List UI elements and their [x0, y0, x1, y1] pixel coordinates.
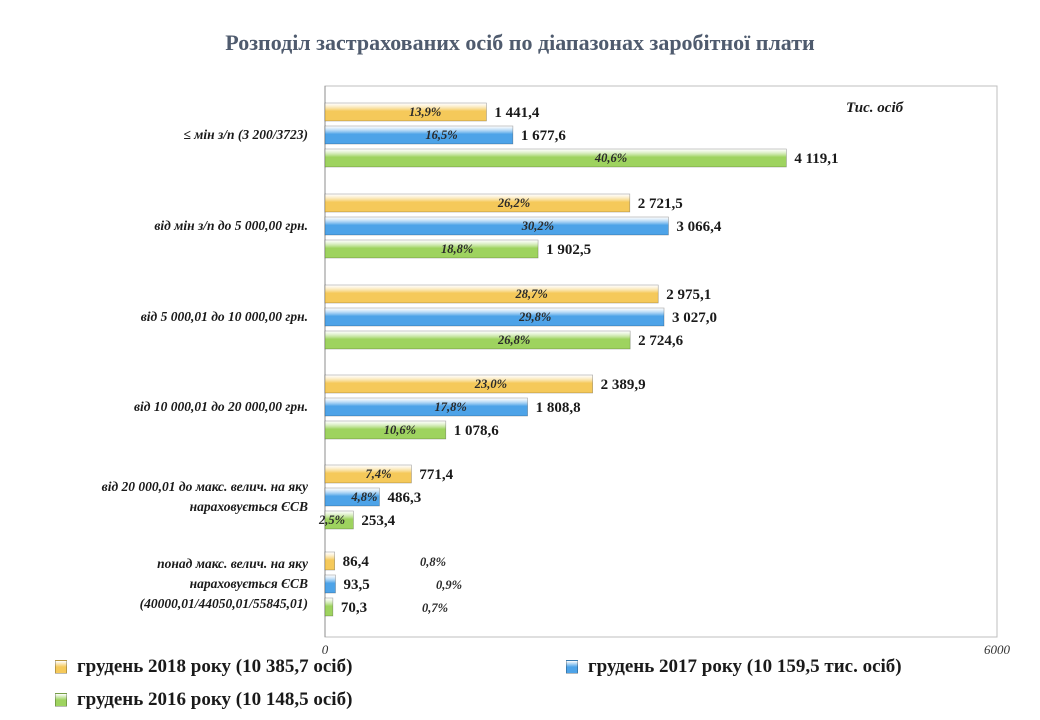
- category-label: від 10 000,01 до 20 000,00 грн.: [134, 397, 308, 417]
- value-label: 2 721,5: [638, 196, 683, 212]
- percent-label: 10,6%: [384, 423, 416, 437]
- percent-label: 26,8%: [497, 333, 530, 347]
- x-tick-label: 0: [322, 642, 329, 657]
- bar: [324, 239, 539, 259]
- bar: [324, 574, 336, 594]
- percent-label: 0,8%: [420, 555, 446, 569]
- x-tick-label: 6000: [984, 642, 1011, 657]
- value-label: 2 724,6: [638, 333, 684, 349]
- legend-swatch: [55, 660, 67, 674]
- bar: [324, 510, 354, 530]
- category-label-line: (40000,01/44050,01/55845,01): [139, 596, 308, 611]
- bar: [324, 102, 487, 122]
- value-label: 1 902,5: [546, 242, 591, 258]
- bar: [324, 148, 787, 168]
- percent-label: 7,4%: [366, 467, 392, 481]
- category-label-line: нараховується ЄСВ: [189, 499, 308, 514]
- bar: [324, 307, 665, 327]
- category-label-line: від мін з/п до 5 000,00 грн.: [154, 218, 308, 233]
- category-label: від 20 000,01 до макс. велич. на яку нара…: [102, 477, 308, 517]
- percent-label: 4,8%: [350, 490, 377, 504]
- legend-swatch: [566, 660, 578, 674]
- percent-label: 23,0%: [474, 377, 507, 391]
- legend-swatch: [55, 693, 67, 707]
- bar: [324, 330, 631, 350]
- percent-label: 0,9%: [436, 578, 462, 592]
- percent-label: 30,2%: [521, 219, 554, 233]
- percent-label: 13,9%: [409, 105, 441, 119]
- value-label: 1 808,8: [536, 400, 581, 416]
- category-label-line: від 10 000,01 до 20 000,00 грн.: [133, 399, 308, 414]
- legend-label: грудень 2016 року (10 148,5 осіб): [77, 689, 353, 710]
- bar: [324, 193, 631, 213]
- value-label: 1 078,6: [454, 423, 500, 439]
- value-label: 1 441,4: [494, 105, 539, 121]
- percent-label: 0,7%: [422, 601, 448, 615]
- percent-label: 26,2%: [497, 196, 530, 210]
- legend-item: грудень 2017 року (10 159,5 тис. осіб): [566, 656, 902, 678]
- value-label: 486,3: [387, 490, 421, 506]
- bar: [324, 597, 334, 617]
- value-label: 1 677,6: [521, 128, 567, 144]
- value-label: 253,4: [361, 513, 395, 529]
- legend-label: грудень 2017 року (10 159,5 тис. осіб): [588, 656, 902, 677]
- value-label: 3 027,0: [672, 310, 717, 326]
- percent-label: 28,7%: [514, 287, 547, 301]
- value-label: 4 119,1: [794, 151, 838, 167]
- category-label-line: ≤ мін з/п (3 200/3723): [183, 127, 308, 142]
- category-label: від мін з/п до 5 000,00 грн.: [154, 216, 308, 236]
- percent-label: 16,5%: [425, 128, 457, 142]
- value-label: 2 975,1: [666, 287, 711, 303]
- value-label: 2 389,9: [601, 377, 646, 393]
- legend-label: грудень 2018 року (10 385,7 осіб): [77, 656, 353, 677]
- chart-title: Розподіл застрахованих осіб по діапазона…: [225, 30, 815, 55]
- legend-item: грудень 2018 року (10 385,7 осіб): [55, 656, 352, 678]
- percent-label: 18,8%: [441, 242, 473, 256]
- value-label: 93,5: [343, 577, 369, 593]
- category-label: ≤ мін з/п (3 200/3723): [183, 125, 308, 145]
- unit-label: Тис. осіб: [846, 100, 904, 116]
- bar: [324, 464, 412, 484]
- bar: [324, 284, 659, 304]
- bar: [324, 216, 669, 236]
- percent-label: 17,8%: [434, 400, 466, 414]
- bar: [324, 397, 528, 417]
- category-label: понад макс. велич. на яку нараховується Є…: [140, 554, 308, 614]
- category-label-line: понад макс. велич. на яку: [157, 556, 308, 571]
- bar: [324, 420, 447, 440]
- percent-label: 29,8%: [518, 310, 551, 324]
- legend-item: грудень 2016 року (10 148,5 осіб): [55, 689, 352, 711]
- category-label-line: нараховується ЄСВ: [189, 576, 308, 591]
- bar: [324, 551, 335, 571]
- category-label-line: від 20 000,01 до макс. велич. на яку: [101, 479, 308, 494]
- value-label: 86,4: [343, 554, 370, 570]
- bar: [324, 374, 593, 394]
- value-label: 771,4: [419, 467, 453, 483]
- percent-label: 2,5%: [318, 513, 345, 527]
- bar: [324, 125, 514, 145]
- value-label: 70,3: [341, 600, 367, 616]
- category-label: від 5 000,01 до 10 000,00 грн.: [141, 307, 308, 327]
- category-label-line: від 5 000,01 до 10 000,00 грн.: [140, 309, 308, 324]
- value-label: 3 066,4: [676, 219, 722, 235]
- percent-label: 40,6%: [594, 151, 627, 165]
- bar: [324, 487, 380, 507]
